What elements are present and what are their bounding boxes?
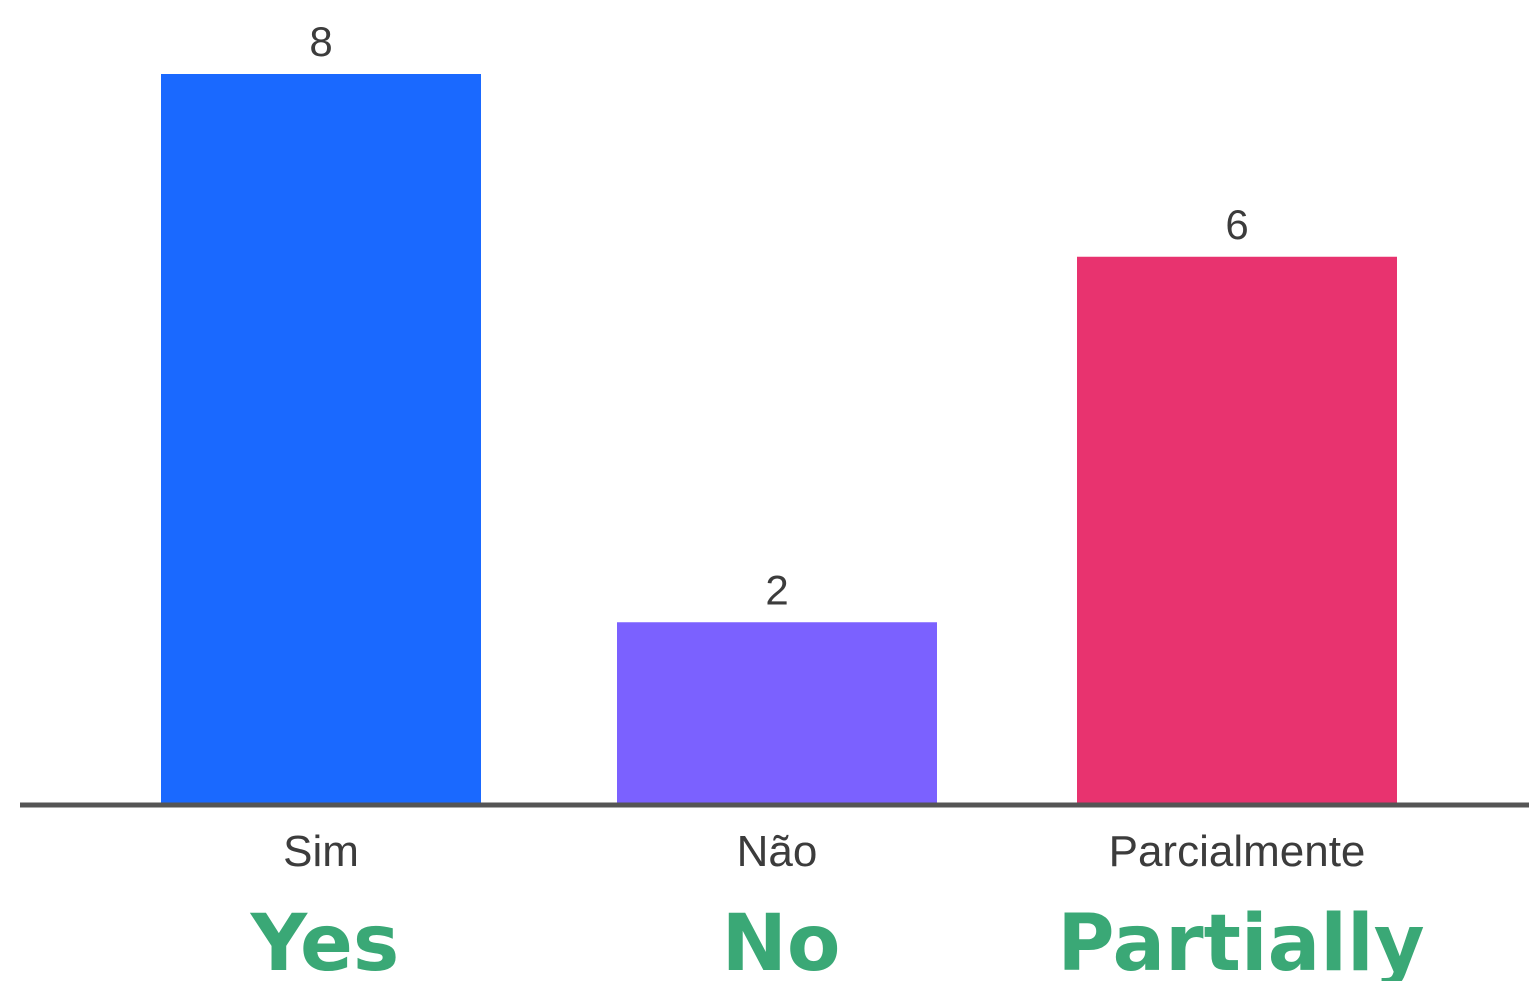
translation-labels-group: Yes No Partially	[250, 899, 1425, 981]
tick-label-nao: Não	[737, 827, 818, 876]
bars-group	[161, 74, 1397, 805]
tick-labels-group: Sim Não Parcialmente	[283, 827, 1365, 876]
tick-label-sim: Sim	[283, 827, 359, 876]
translation-label-parcialmente: Partially	[1057, 899, 1424, 981]
value-labels-group: 8 2 6	[309, 18, 1248, 613]
value-label-parcialmente: 6	[1225, 201, 1248, 248]
translation-label-sim: Yes	[250, 899, 400, 981]
value-label-sim: 8	[309, 18, 332, 65]
bar-nao	[617, 622, 937, 805]
translation-label-nao: No	[722, 899, 841, 981]
value-label-nao: 2	[765, 566, 788, 613]
bar-sim	[161, 74, 481, 805]
bar-parcialmente	[1077, 256, 1397, 805]
tick-label-parcialmente: Parcialmente	[1109, 827, 1366, 876]
